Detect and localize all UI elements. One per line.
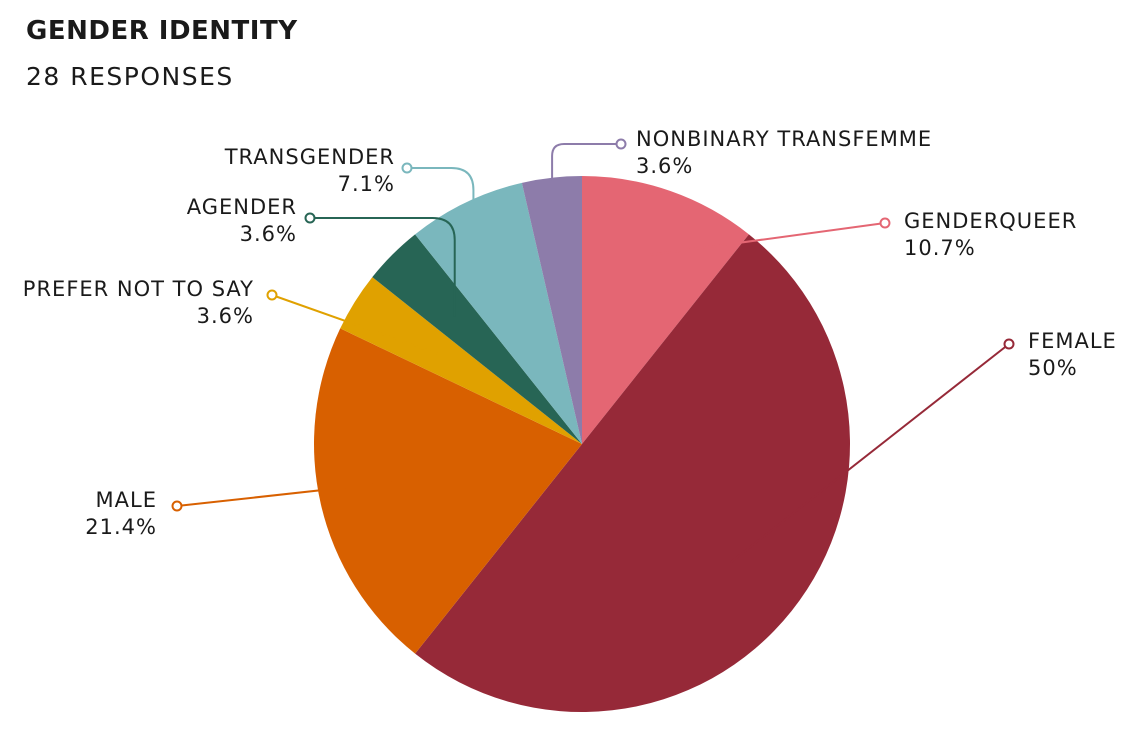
leader-dot-transgender: [401, 162, 413, 174]
leader-dot-agender: [304, 212, 316, 224]
leader-dot-nonbinary-transfemme: [615, 138, 627, 150]
slice-prefer-not-to-say: [340, 277, 582, 444]
slice-value-nonbinary-transfemme: 3.6%: [636, 154, 693, 178]
leader-line-prefer-not-to-say: [271, 294, 439, 355]
leader-line-agender: [310, 217, 456, 317]
slice-label-agender: AGENDER: [187, 195, 297, 219]
leader-lines: [171, 138, 1015, 564]
slice-transgender: [415, 182, 582, 445]
slice-value-transgender: 7.1%: [338, 172, 395, 196]
leader-line-female: [730, 343, 1010, 564]
slice-nonbinary-transfemme: [521, 176, 582, 444]
leader-dot-prefer-not-to-say: [266, 289, 278, 301]
leader-line-nonbinary-transfemme: [551, 143, 621, 181]
leader-dot-male: [171, 500, 183, 512]
slice-value-male: 21.4%: [85, 515, 157, 539]
pie-slices: [313, 176, 850, 712]
chart-subtitle: 28 RESPONSES: [26, 62, 234, 91]
slice-value-genderqueer: 10.7%: [904, 236, 976, 260]
leader-line-male: [176, 476, 436, 507]
slice-male: [313, 328, 582, 654]
leader-line-genderqueer: [647, 222, 886, 257]
slice-label-male: MALE: [96, 488, 157, 512]
slice-value-agender: 3.6%: [240, 222, 297, 246]
slice-label-nonbinary-transfemme: NONBINARY TRANSFEMME: [636, 127, 932, 151]
slice-value-female: 50%: [1028, 356, 1078, 380]
leader-dot-genderqueer: [879, 217, 891, 229]
leader-dot-female: [1003, 338, 1015, 350]
slice-value-prefer-not-to-say: 3.6%: [197, 304, 254, 328]
slice-label-female: FEMALE: [1028, 329, 1117, 353]
slice-female: [415, 234, 850, 712]
slice-label-prefer-not-to-say: PREFER NOT TO SAY: [23, 277, 254, 301]
slice-agender: [372, 234, 582, 444]
slice-label-transgender: TRANSGENDER: [224, 145, 395, 169]
slice-labels: GENDERQUEER 10.7% FEMALE 50% MALE 21.4% PREFER…: [23, 127, 1117, 539]
slice-label-genderqueer: GENDERQUEER: [904, 209, 1077, 233]
slice-genderqueer: [582, 176, 749, 444]
leader-line-transgender: [407, 167, 475, 219]
chart-title: GENDER IDENTITY: [26, 16, 298, 46]
